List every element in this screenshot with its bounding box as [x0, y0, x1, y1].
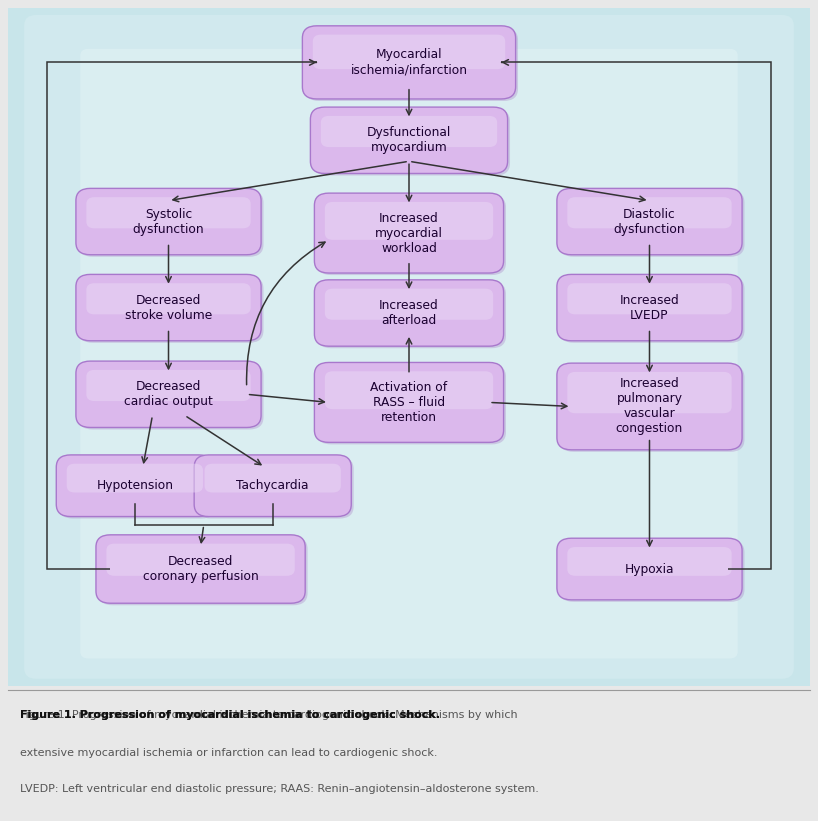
Text: Hypotension: Hypotension — [97, 479, 173, 493]
FancyBboxPatch shape — [314, 280, 504, 346]
FancyBboxPatch shape — [314, 193, 504, 273]
FancyBboxPatch shape — [67, 464, 203, 493]
FancyBboxPatch shape — [325, 371, 493, 409]
FancyBboxPatch shape — [557, 274, 742, 341]
FancyBboxPatch shape — [25, 15, 793, 679]
FancyBboxPatch shape — [557, 188, 742, 255]
Text: Decreased
coronary perfusion: Decreased coronary perfusion — [142, 555, 258, 583]
FancyBboxPatch shape — [325, 202, 493, 240]
FancyBboxPatch shape — [87, 197, 250, 228]
FancyBboxPatch shape — [305, 28, 518, 101]
Text: LVEDP: Left ventricular end diastolic pressure; RAAS: Renin–angiotensin–aldoster: LVEDP: Left ventricular end diastolic pr… — [20, 784, 539, 795]
FancyBboxPatch shape — [560, 365, 744, 452]
FancyBboxPatch shape — [87, 370, 250, 401]
FancyBboxPatch shape — [8, 8, 810, 686]
FancyBboxPatch shape — [87, 283, 250, 314]
Text: Figure 1. Progression of myocardial ischemia to cardiogenic shock.: Figure 1. Progression of myocardial isch… — [20, 710, 440, 720]
FancyBboxPatch shape — [303, 25, 515, 99]
FancyBboxPatch shape — [312, 34, 506, 69]
FancyBboxPatch shape — [560, 277, 744, 343]
FancyBboxPatch shape — [79, 190, 263, 257]
FancyBboxPatch shape — [79, 277, 263, 343]
FancyBboxPatch shape — [76, 361, 261, 428]
FancyBboxPatch shape — [568, 283, 731, 314]
FancyBboxPatch shape — [314, 362, 504, 443]
FancyBboxPatch shape — [2, 0, 816, 694]
FancyBboxPatch shape — [76, 188, 261, 255]
Text: Increased
myocardial
workload: Increased myocardial workload — [375, 212, 443, 255]
FancyBboxPatch shape — [321, 116, 497, 147]
FancyBboxPatch shape — [98, 537, 308, 605]
Text: Increased
afterload: Increased afterload — [379, 299, 439, 327]
Text: Increased
LVEDP: Increased LVEDP — [619, 294, 680, 322]
Text: Myocardial
ischemia/infarction: Myocardial ischemia/infarction — [350, 48, 468, 76]
FancyBboxPatch shape — [557, 363, 742, 450]
FancyBboxPatch shape — [312, 109, 510, 176]
FancyBboxPatch shape — [557, 539, 742, 600]
FancyBboxPatch shape — [560, 190, 744, 257]
Text: Systolic
dysfunction: Systolic dysfunction — [133, 208, 204, 236]
Text: Decreased
stroke volume: Decreased stroke volume — [125, 294, 212, 322]
Text: Decreased
cardiac output: Decreased cardiac output — [124, 380, 213, 408]
FancyBboxPatch shape — [568, 372, 731, 413]
FancyBboxPatch shape — [96, 534, 305, 603]
FancyBboxPatch shape — [194, 455, 351, 516]
FancyBboxPatch shape — [317, 282, 506, 348]
Text: Figure 1. Progression of myocardial ischemia to cardiogenic shock.: Figure 1. Progression of myocardial isch… — [20, 710, 440, 720]
FancyBboxPatch shape — [568, 197, 731, 228]
FancyBboxPatch shape — [79, 363, 263, 429]
FancyBboxPatch shape — [310, 107, 508, 173]
Text: Increased
pulmonary
vascular
congestion: Increased pulmonary vascular congestion — [616, 378, 683, 435]
FancyBboxPatch shape — [317, 195, 506, 275]
FancyBboxPatch shape — [80, 49, 738, 658]
FancyBboxPatch shape — [325, 289, 493, 319]
Text: Activation of
RASS – fluid
retention: Activation of RASS – fluid retention — [371, 381, 447, 424]
Text: Tachycardia: Tachycardia — [236, 479, 309, 493]
FancyBboxPatch shape — [317, 365, 506, 444]
Text: Dysfunctional
myocardium: Dysfunctional myocardium — [367, 126, 451, 154]
Text: extensive myocardial ischemia or infarction can lead to cardiogenic shock.: extensive myocardial ischemia or infarct… — [20, 748, 438, 758]
Text: Figure 1. Progression of myocardial ischemia to cardiogenic shock. Mechanisms by: Figure 1. Progression of myocardial isch… — [20, 710, 518, 720]
Text: Diastolic
dysfunction: Diastolic dysfunction — [614, 208, 685, 236]
FancyBboxPatch shape — [106, 544, 294, 576]
FancyBboxPatch shape — [560, 540, 744, 602]
FancyBboxPatch shape — [196, 457, 353, 519]
FancyBboxPatch shape — [59, 457, 216, 519]
Text: Hypoxia: Hypoxia — [625, 562, 674, 576]
FancyBboxPatch shape — [76, 274, 261, 341]
FancyBboxPatch shape — [568, 547, 731, 576]
FancyBboxPatch shape — [56, 455, 213, 516]
FancyBboxPatch shape — [204, 464, 341, 493]
